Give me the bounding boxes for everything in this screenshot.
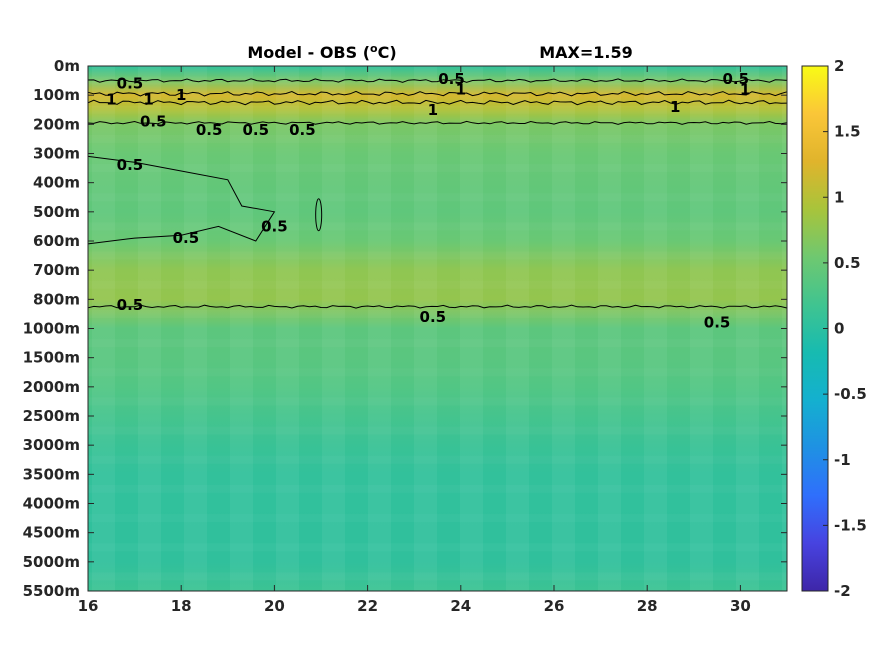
colorbar-tick-label: 0 xyxy=(834,320,844,338)
y-tick-label: 500m xyxy=(33,203,80,221)
y-tick-label: 400m xyxy=(33,174,80,192)
y-tick-label: 2000m xyxy=(23,378,80,396)
y-tick-label: 3500m xyxy=(23,465,80,483)
contour-lines xyxy=(87,78,788,309)
colorbar-tick-label: -1.5 xyxy=(834,516,867,534)
contour-label: 1 xyxy=(176,86,186,104)
contour-label: 0.5 xyxy=(242,121,269,139)
chart-title-group: Model - OBS (oC) MAX=1.59 xyxy=(247,42,632,62)
contour-line xyxy=(87,120,788,125)
chart-title: Model - OBS (oC) xyxy=(247,42,396,62)
contour-label: 0.5 xyxy=(117,296,144,314)
y-tick-label: 5000m xyxy=(23,553,80,571)
contour-label: 0.5 xyxy=(196,121,223,139)
y-tick-label: 1500m xyxy=(23,349,80,367)
y-tick-label: 3000m xyxy=(23,436,80,454)
y-tick-label: 2500m xyxy=(23,407,80,425)
x-tick-label: 24 xyxy=(450,597,471,615)
max-value-label: MAX=1.59 xyxy=(539,43,633,62)
contour-label: 1 xyxy=(143,91,153,109)
colorbar-tick-label: 2 xyxy=(834,57,844,75)
y-tick-label: 700m xyxy=(33,261,80,279)
y-tick-label: 800m xyxy=(33,290,80,308)
y-axis-ticks: 0m 100m 200m 300m 400m 500m 600m 700m 800m 1000m 1… xyxy=(23,57,787,600)
y-tick-label: 5500m xyxy=(23,582,80,600)
contour-label: 0.5 xyxy=(117,156,144,174)
contour-label: 0.5 xyxy=(117,75,144,93)
column-texture xyxy=(88,66,787,591)
y-tick-label: 100m xyxy=(33,86,80,104)
x-tick-label: 16 xyxy=(78,597,99,615)
contour-label: 0.5 xyxy=(140,112,167,130)
y-tick-label: 200m xyxy=(33,115,80,133)
contour-label: 0.5 xyxy=(438,70,465,88)
contour-line xyxy=(87,304,788,309)
contour-line xyxy=(87,90,788,97)
colorbar: 2 1.5 1 0.5 0 -0.5 -1 -1.5 -2 xyxy=(801,57,867,600)
y-tick-label: 1000m xyxy=(23,320,80,338)
title-degree-superscript: o xyxy=(370,42,378,55)
contour-label: 0.5 xyxy=(704,314,731,332)
x-axis-ticks: 16 18 20 22 24 26 28 30 xyxy=(78,66,751,615)
contour-label: 1 xyxy=(106,91,116,109)
x-tick-label: 26 xyxy=(544,597,565,615)
x-tick-label: 18 xyxy=(171,597,192,615)
contour-line xyxy=(87,155,276,245)
y-tick-label: 4500m xyxy=(23,524,80,542)
colorbar-tick-label: -2 xyxy=(834,582,851,600)
x-tick-label: 28 xyxy=(637,597,658,615)
contour-label: 1 xyxy=(428,101,438,119)
colorbar-tick-label: -1 xyxy=(834,451,851,469)
colorbar-ticks: 2 1.5 1 0.5 0 -0.5 -1 -1.5 -2 xyxy=(823,57,867,600)
colorbar-tick-label: 1 xyxy=(834,188,844,206)
contour-label: 0.5 xyxy=(173,229,200,247)
contour-label: 0.5 xyxy=(261,217,288,235)
y-tick-label: 300m xyxy=(33,145,80,163)
colorbar-tick-label: -0.5 xyxy=(834,385,867,403)
contour-label: 1 xyxy=(740,80,750,98)
x-tick-label: 22 xyxy=(357,597,378,615)
y-tick-label: 4000m xyxy=(23,495,80,513)
contour-line xyxy=(315,198,323,232)
contour-label: 1 xyxy=(670,98,680,116)
colorbar-tick-label: 1.5 xyxy=(834,123,861,141)
y-tick-label: 600m xyxy=(33,232,80,250)
x-tick-label: 30 xyxy=(730,597,751,615)
x-tick-label: 20 xyxy=(264,597,285,615)
contour-label: 1 xyxy=(456,80,466,98)
contour-label: 0.5 xyxy=(289,121,316,139)
y-tick-label: 0m xyxy=(54,57,80,75)
colorbar-tick-label: 0.5 xyxy=(834,254,861,272)
contour-label: 0.5 xyxy=(722,70,749,88)
contour-label: 0.5 xyxy=(420,308,447,326)
contour-line xyxy=(87,78,788,83)
contour-line xyxy=(87,99,788,106)
